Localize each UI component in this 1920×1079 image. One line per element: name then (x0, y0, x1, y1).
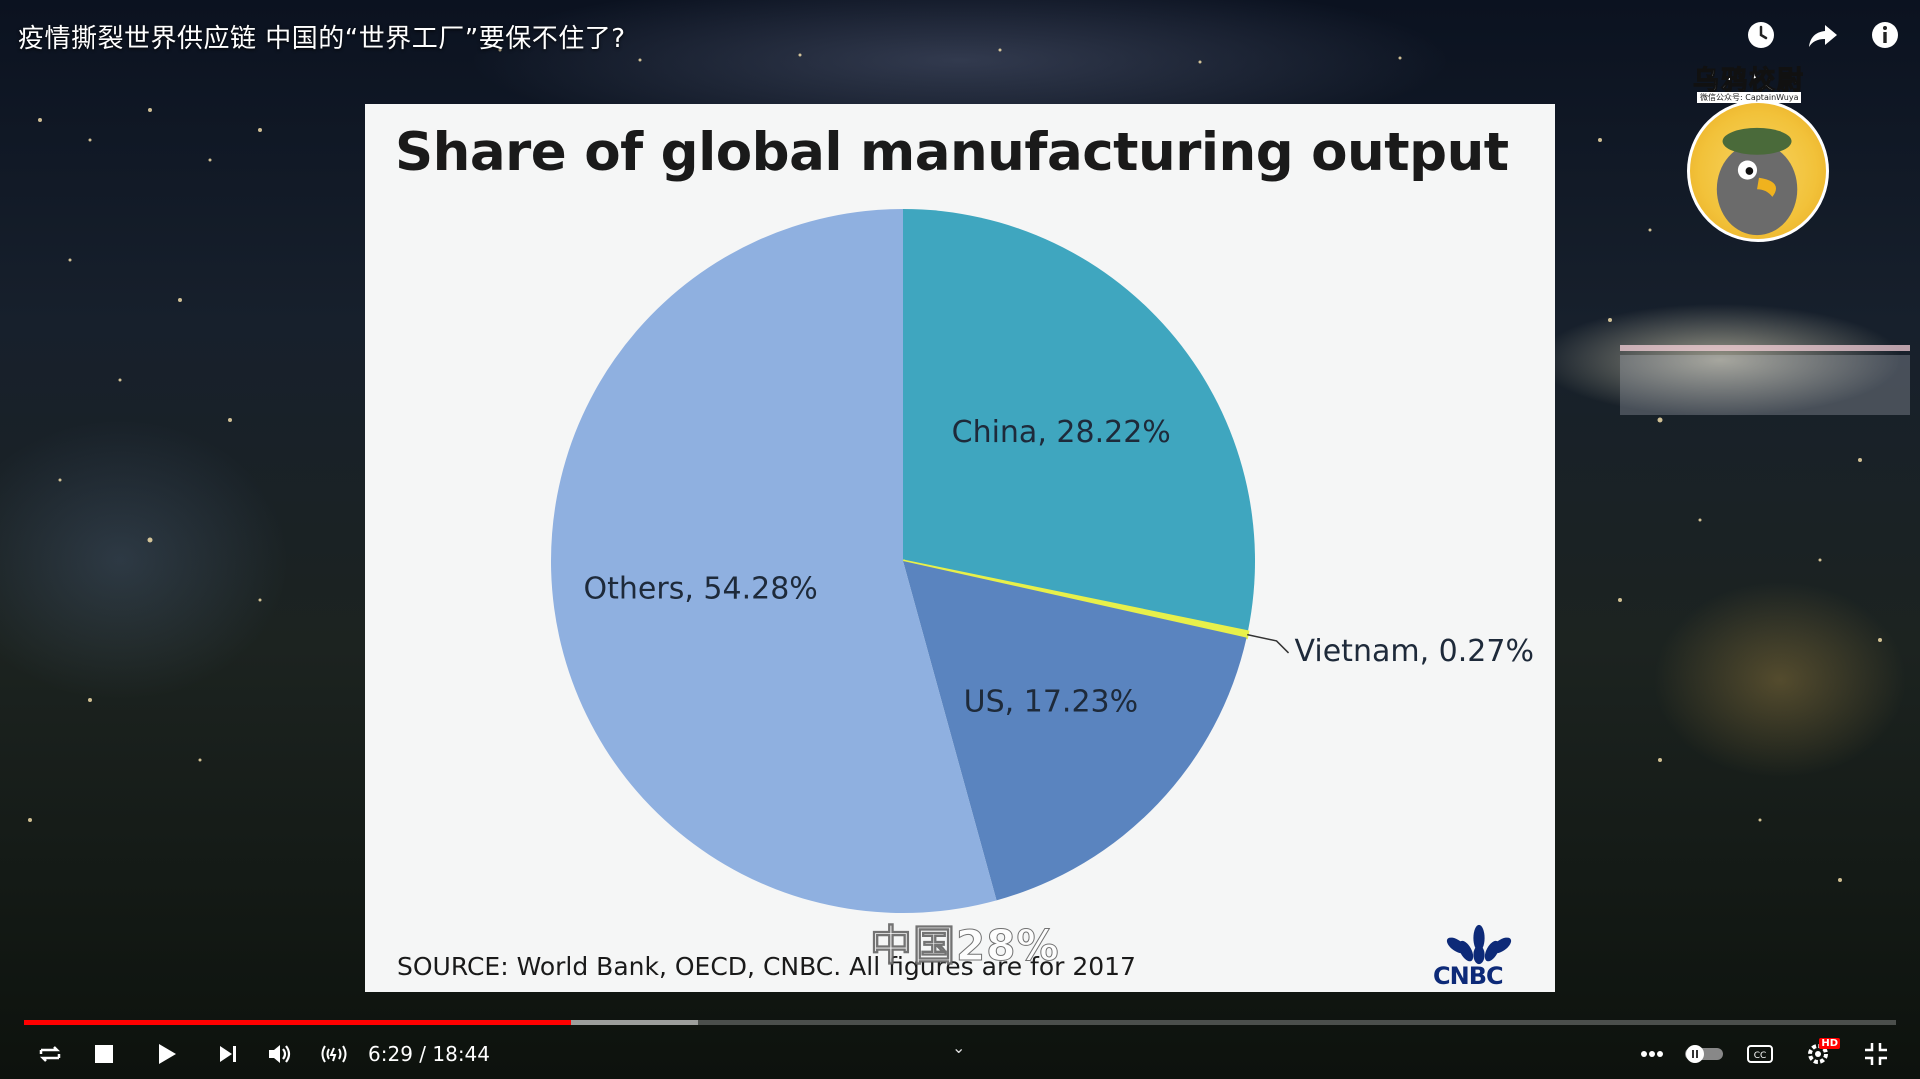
pie-slice-us (903, 561, 1247, 901)
svg-text:CC: CC (1754, 1051, 1767, 1061)
channel-sub: 微信公众号: CaptainWuya (1697, 92, 1802, 103)
progress-bar[interactable] (24, 1020, 1896, 1025)
pie-slice-vietnam (902, 559, 1250, 640)
captions-icon[interactable]: CC (1742, 1036, 1778, 1072)
time-display: 6:29 / 18:44 (368, 1042, 491, 1066)
live-icon[interactable] (316, 1036, 352, 1072)
hd-badge: HD (1819, 1038, 1840, 1049)
pie-label-china: China, 28.22% (952, 415, 1171, 450)
channel-mascot-icon (1687, 100, 1829, 242)
pie-label-us: US, 17.23% (964, 685, 1138, 720)
exit-fullscreen-icon[interactable] (1858, 1036, 1894, 1072)
settings-icon[interactable]: HD (1800, 1036, 1840, 1072)
slide-title: Share of global manufacturing output (395, 122, 1509, 183)
volume-icon[interactable] (262, 1036, 298, 1072)
pie-leader-line (1247, 633, 1290, 654)
pie-chart: China, 28.22% Vietnam, 0.27% US, 17.23% Oth… (551, 209, 1534, 913)
chevron-down-icon[interactable]: ⌄ (952, 1038, 966, 1057)
cnbc-logo: CNBC (1429, 910, 1529, 990)
channel-name: 乌鸦校尉 (1692, 66, 1806, 97)
share-icon[interactable] (1806, 18, 1840, 52)
progress-played (24, 1020, 572, 1025)
clock-icon[interactable] (1744, 18, 1778, 52)
next-icon[interactable] (210, 1036, 246, 1072)
channel-logo[interactable]: 乌鸦校尉 微信公众号: CaptainWuya (1683, 60, 1833, 242)
loop-icon[interactable] (32, 1036, 68, 1072)
pie-label-vietnam: Vietnam, 0.27% (1295, 634, 1534, 669)
cnbc-wordmark: CNBC (1433, 962, 1504, 990)
pie-slice-china (903, 209, 1255, 632)
presentation-slide: Share of global manufacturing output Chi… (365, 104, 1555, 992)
player-controls: 6:29 / 18:44 ⌄ CC HD (0, 1030, 1920, 1076)
autoplay-toggle[interactable] (1680, 1036, 1728, 1072)
stop-icon[interactable] (86, 1036, 122, 1072)
top-icon-bar (1744, 18, 1902, 52)
video-title[interactable]: 疫情撕裂世界供应链 中国的“世界工厂”要保不住了? (18, 24, 626, 54)
source-text: SOURCE: World Bank, OECD, CNBC. All figu… (397, 952, 1136, 981)
more-icon[interactable] (1634, 1036, 1670, 1072)
peacock-icon (1446, 924, 1512, 965)
video-subtitle: 中国28% (870, 921, 1060, 971)
pie-label-others: Others, 54.28% (584, 571, 818, 606)
play-icon[interactable] (148, 1036, 184, 1072)
info-icon[interactable] (1868, 18, 1902, 52)
pie-slice-others (551, 209, 997, 913)
